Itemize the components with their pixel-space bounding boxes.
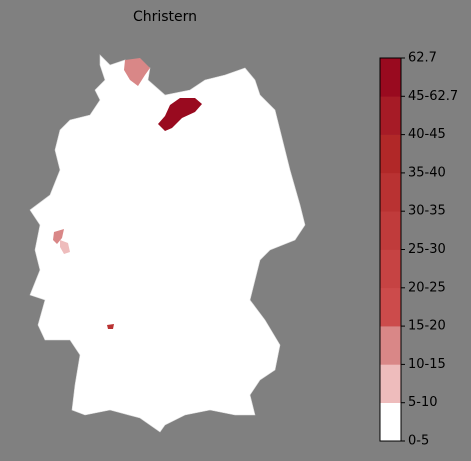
region-highlight: [158, 98, 202, 131]
region-highlight: [107, 324, 114, 329]
map-title: Christern: [133, 9, 197, 25]
colorbar-segment: [380, 58, 401, 97]
colorbar-segment: [380, 364, 401, 403]
colorbar-label: 40-45: [408, 127, 446, 142]
colorbar-segment: [380, 249, 401, 289]
colorbar-segment: [380, 172, 401, 212]
germany-map: [29, 54, 306, 433]
colorbar-label: 5-10: [408, 395, 438, 410]
region-highlight: [60, 240, 70, 254]
colorbar-segment: [380, 134, 401, 174]
region-highlight: [124, 58, 150, 86]
colorbar-label: 62.7: [408, 51, 437, 66]
colorbar-label: 15-20: [408, 319, 446, 334]
colorbar-label: 30-35: [408, 204, 446, 219]
colorbar-segment: [380, 96, 401, 135]
colorbar-segment: [380, 326, 401, 365]
colorbar-label: 45-62.7: [408, 89, 458, 104]
colorbar-label: 25-30: [408, 242, 446, 257]
colorbar-label: 20-25: [408, 280, 446, 295]
colorbar: 0-5 5-10 10-15 15-20 20-25 25-30 30-35 35-40 40-…: [379, 51, 458, 449]
colorbar-label: 0-5: [408, 434, 429, 449]
colorbar-segment: [380, 211, 401, 250]
colorbar-label: 35-40: [408, 165, 446, 180]
colorbar-segment: [380, 287, 401, 327]
colorbar-label: 10-15: [408, 357, 446, 372]
country-outline: [29, 54, 306, 433]
region-highlight: [53, 229, 64, 244]
colorbar-segment: [380, 402, 401, 442]
